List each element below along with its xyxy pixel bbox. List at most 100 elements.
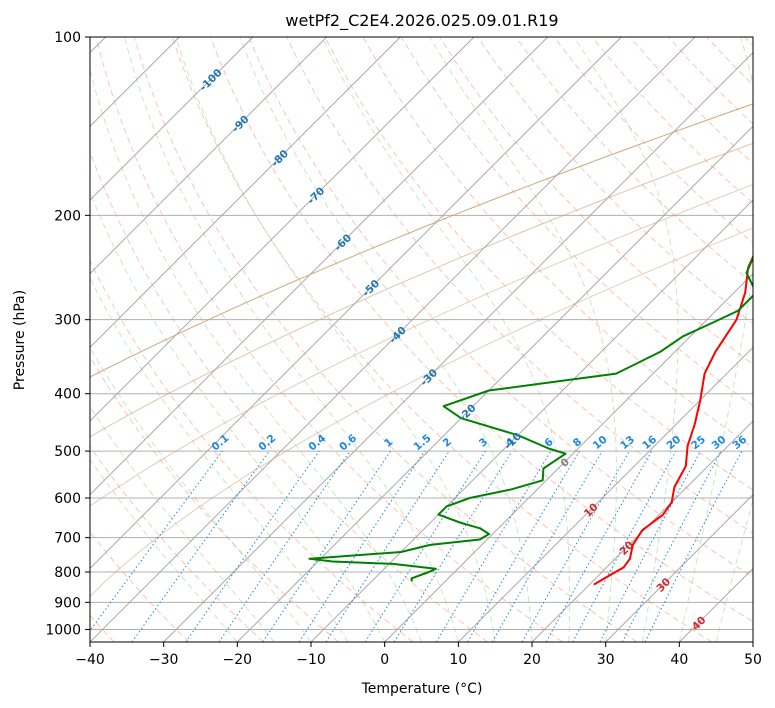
mixing-ratio-line — [298, 450, 425, 642]
mixing-ratio-label: 0.1 — [210, 432, 232, 453]
temperature-line — [593, 254, 753, 586]
reference-curve-line — [90, 184, 753, 507]
moist-adiabat-line — [90, 277, 349, 642]
dry-adiabat-line — [744, 37, 753, 47]
moist-adiabat-line — [90, 405, 275, 642]
moist-adiabat-line — [678, 37, 753, 642]
mixing-ratio-label: 10 — [591, 433, 610, 452]
isotherm-label: -80 — [269, 148, 291, 170]
dry-adiabat-line — [171, 37, 712, 642]
profile-lines — [308, 254, 753, 586]
x-axis-label: Temperature (°C) — [361, 681, 483, 697]
isotherm-line — [90, 37, 622, 569]
y-tick-label: 100 — [54, 30, 81, 46]
isotherm-line — [310, 199, 753, 642]
dry-adiabat-line — [515, 37, 753, 284]
isotherm-label: -70 — [305, 185, 327, 207]
isotherm-line — [237, 125, 753, 642]
mixing-ratio-line — [262, 450, 392, 642]
isotherm-line — [384, 273, 753, 642]
mixing-ratio-line — [185, 450, 320, 642]
x-tick-label: 10 — [449, 652, 467, 668]
mixing-ratio-line — [467, 450, 580, 642]
mixing-ratio-line — [325, 450, 450, 642]
mixing-ratio-label: 13 — [618, 434, 637, 453]
x-tick-label: −40 — [75, 652, 105, 668]
x-tick-label: 50 — [744, 652, 762, 668]
y-tick-label: 500 — [54, 444, 81, 460]
x-tick-label: 40 — [670, 652, 688, 668]
reference-curve-line — [90, 103, 753, 378]
isotherm-label: 20 — [617, 539, 636, 558]
x-tick-label: −30 — [149, 652, 179, 668]
isotherm-label: -10 — [502, 430, 524, 452]
x-tick-label: −20 — [223, 652, 253, 668]
y-axis-label: Pressure (hPa) — [12, 290, 28, 390]
x-tick-label: 20 — [523, 652, 541, 668]
mixing-ratio-line — [545, 450, 653, 642]
isotherm-label: 30 — [654, 576, 673, 595]
dry-adiabat-line — [90, 150, 488, 642]
mixing-ratio-line — [644, 450, 743, 642]
isotherm-line — [90, 37, 327, 275]
reference-curve-line — [90, 142, 753, 438]
moist-adiabat-line — [124, 37, 459, 642]
y-tick-label: 1000 — [45, 622, 81, 638]
isotherm-label: 0 — [558, 456, 572, 470]
x-tick-label: −10 — [296, 652, 326, 668]
y-axis: 100 200 300 400 500 600 700 800 900 1000 — [45, 30, 90, 638]
isotherm-line — [458, 346, 753, 642]
moist-adiabat-line — [90, 67, 422, 642]
mixing-ratio-label: 20 — [664, 433, 683, 452]
y-tick-label: 700 — [54, 531, 81, 547]
isotherm-label: -100 — [198, 67, 225, 94]
plot-frame — [89, 36, 754, 643]
dry-adiabat-line — [90, 259, 414, 642]
mixing-ratio-line — [218, 450, 351, 642]
mixing-ratio-line — [599, 450, 701, 642]
mixing-ratio-label: 3 — [477, 436, 490, 450]
moist-adiabat-line — [90, 346, 312, 642]
mixing-ratio-label: 1.5 — [412, 432, 434, 453]
moist-adiabat-line — [715, 498, 753, 642]
isotherm-line — [679, 567, 753, 642]
y-tick-label: 400 — [54, 387, 81, 403]
y-tick-label: 300 — [54, 313, 81, 329]
isotherm-line — [90, 37, 401, 348]
mixing-ratio-label: 30 — [710, 433, 729, 452]
isotherm-line — [90, 37, 475, 422]
dry-adiabat-line — [90, 531, 190, 642]
mixing-ratio-label: 36 — [730, 434, 749, 453]
moist-adiabat-line — [573, 37, 679, 642]
dewpoint-line — [308, 255, 753, 582]
moist-adiabat-line — [321, 37, 571, 642]
isotherm-line — [163, 52, 753, 642]
moist-adiabat-line — [429, 37, 617, 642]
x-tick-label: 30 — [597, 652, 615, 668]
mixing-ratio-label: 16 — [640, 434, 659, 453]
isotherm-line — [605, 494, 753, 642]
dry-adiabat-line — [553, 37, 753, 244]
dry-adiabat-line — [324, 37, 753, 491]
moist-adiabat-line — [239, 37, 533, 642]
isotherm-line — [90, 37, 548, 496]
isotherm-label: -60 — [332, 232, 354, 254]
mixing-ratio-label: 0.2 — [256, 432, 278, 453]
mixing-ratio-label: 25 — [689, 433, 708, 452]
y-tick-label: 200 — [54, 208, 81, 224]
mixing-ratio-line — [521, 450, 630, 642]
isotherm-label: 10 — [582, 501, 601, 520]
moist-adiabat-line — [90, 458, 238, 642]
y-tick-label: 900 — [54, 595, 81, 611]
mixing-ratio-label: 1 — [382, 436, 395, 450]
mixing-ratio-line — [435, 450, 552, 642]
dry-adiabat-line — [706, 37, 753, 86]
isotherm-label: -30 — [418, 367, 440, 389]
moist-adiabat-line — [175, 37, 496, 642]
isotherm-label: -50 — [360, 278, 382, 300]
x-tick-label: 0 — [380, 652, 389, 668]
reference-curve-line — [90, 227, 753, 598]
dry-adiabat-line — [90, 445, 264, 642]
dry-adiabat-line — [286, 37, 753, 534]
